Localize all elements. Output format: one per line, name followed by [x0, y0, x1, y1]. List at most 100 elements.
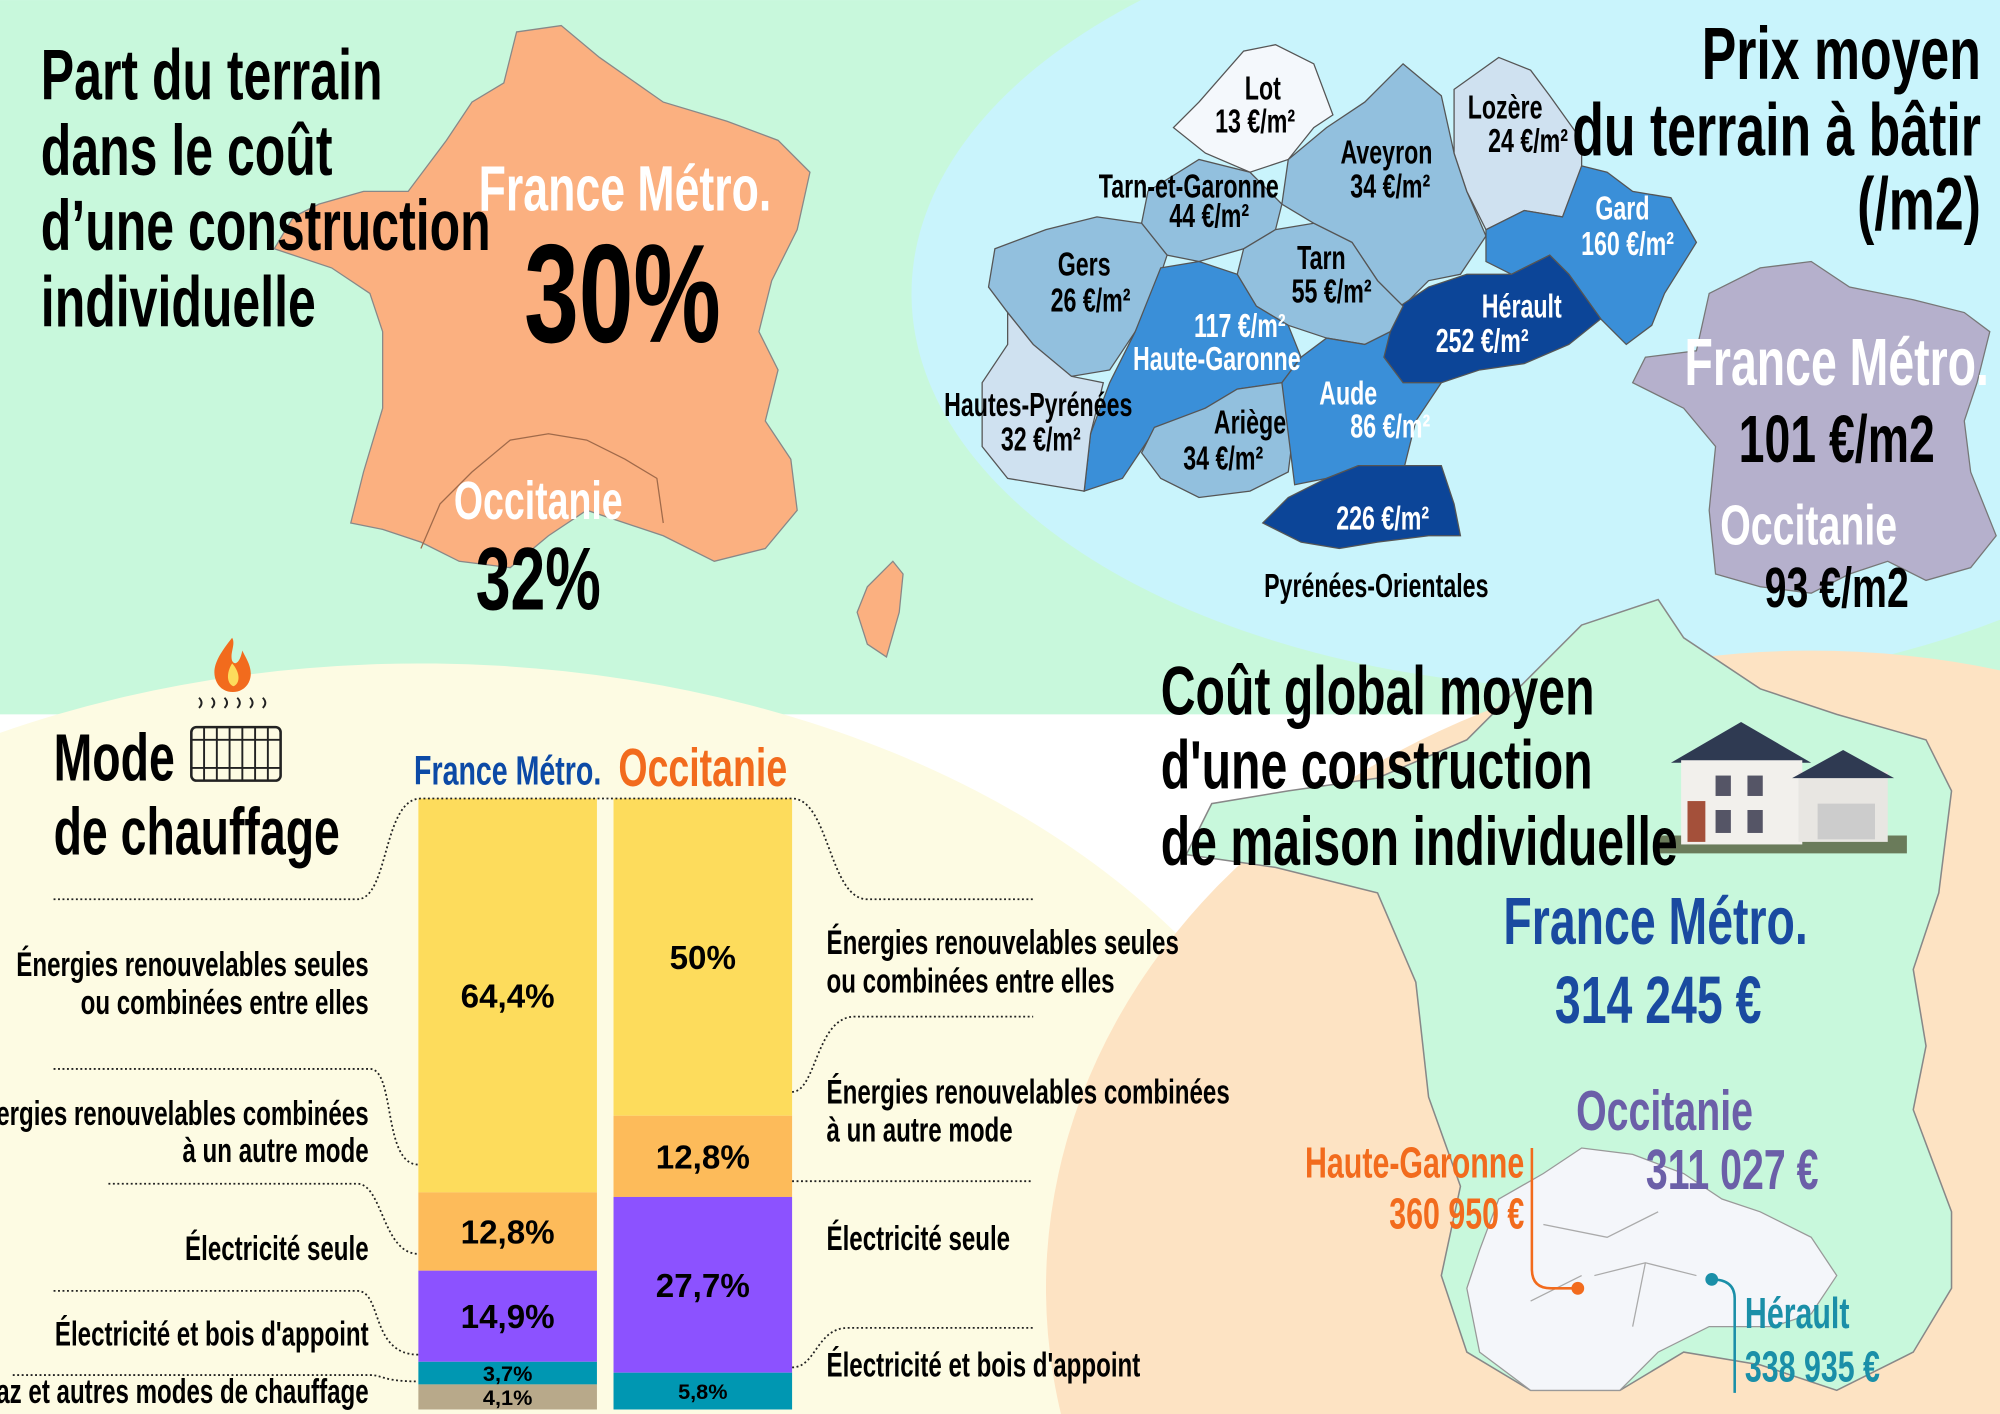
right-legend: Énergies renouvelables seules ou combiné… [827, 923, 1230, 1385]
land-price-france-label: France Métro. [1685, 326, 1989, 400]
bar-segment-1-2 [613, 1196, 793, 1373]
dept-name-lozere: Lozère [1468, 90, 1543, 127]
build-cost-title-3: de maison individuelle [1161, 802, 1678, 880]
legend-left-renewable-only-1: Énergies renouvelables seules [16, 945, 368, 984]
bar-segment-1-0 [613, 798, 793, 1116]
land-share-title-3: d’une construction [41, 186, 491, 266]
house-photo [1658, 721, 1907, 854]
france-map [273, 24, 811, 569]
land-share-france-value: 30% [524, 214, 721, 372]
dept-price-tarn-et-garonne: 44 €/m² [1169, 198, 1249, 235]
dept-price-aude: 86 €/m² [1350, 409, 1430, 446]
build-cost-occitanie-label: Occitanie [1576, 1080, 1753, 1143]
land-price-france-value: 101 €/m2 [1739, 403, 1935, 477]
land-price-occitanie-value: 93 €/m2 [1765, 557, 1909, 620]
dept-name-aude: Aude [1319, 375, 1377, 412]
build-cost-title-1: Coût global moyen [1161, 652, 1595, 730]
legend-right-renewable-only-1: Énergies renouvelables seules [827, 923, 1179, 962]
land-share-title-4: individuelle [41, 263, 316, 343]
land-share-occitanie-value: 32% [476, 530, 601, 630]
bar-value-label: 27,7% [656, 1268, 750, 1305]
corsica-map [856, 560, 904, 658]
bar-value-label: 4,1% [483, 1385, 532, 1410]
bar-value-label: 12,8% [461, 1214, 555, 1251]
occitanie-outline [420, 433, 664, 549]
bar-value-label: 14,9% [461, 1299, 555, 1336]
dept-name-gard: Gard [1595, 190, 1649, 227]
legend-right-renewable-only-2: ou combinées entre elles [827, 962, 1115, 1000]
bar-segment-1-3 [613, 1372, 793, 1410]
dept-name-hautes-pyrenees: Hautes-Pyrénées [944, 387, 1132, 424]
legend-left-gas-other: Gaz et autres modes de chauffage [0, 1373, 369, 1411]
dept-lot [1172, 44, 1334, 173]
legend-right-electricity: Électricité seule [827, 1219, 1011, 1258]
dept-name-lot: Lot [1245, 71, 1281, 108]
dept-name-tarn-et-garonne: Tarn-et-Garonne [1099, 169, 1279, 206]
bar-value-label: 3,7% [483, 1361, 532, 1386]
legend-left-renewable-combined-2: à un autre mode [182, 1132, 368, 1170]
land-price-title-2: du terrain à bâtir [1572, 88, 1981, 171]
category-label-occitanie: Occitanie [618, 737, 787, 797]
bar-segment-0-2 [418, 1270, 597, 1362]
heating-title-2: de chauffage [54, 796, 340, 870]
land-share-section: Part du terrain dans le coût d’une const… [41, 24, 904, 658]
dept-price-gers: 26 €/m² [1051, 282, 1131, 319]
herault-value: 338 935 € [1745, 1342, 1880, 1391]
dept-aude [1281, 330, 1443, 486]
france-map-small [1631, 260, 1997, 594]
dept-name-haute-garonne: Haute-Garonne [1133, 341, 1301, 378]
heating-section: Mode de chauffage France Métro. Occitani… [0, 637, 1230, 1412]
bar-value-label: 64,4% [461, 978, 555, 1015]
dept-name-aveyron: Aveyron [1340, 134, 1432, 171]
land-share-title-1: Part du terrain [41, 36, 383, 116]
dept-pyrenees-orientales [1261, 464, 1462, 550]
land-price-section: Lot 13 €/m² Lozère 24 €/m² Aveyron 34 €/… [944, 12, 1997, 620]
bar-segment-0-1 [418, 1192, 597, 1271]
bar-segment-0-3 [418, 1361, 597, 1385]
dept-price-hautes-pyrenees: 32 €/m² [1001, 421, 1081, 458]
occitanie-map [1466, 1147, 1838, 1391]
dept-price-lot: 13 €/m² [1215, 104, 1295, 141]
haute-garonne-value: 360 950 € [1389, 1189, 1524, 1238]
land-share-occitanie-label: Occitanie [454, 471, 623, 531]
occitanie-department-map [981, 44, 1698, 550]
heating-title-1: Mode [54, 722, 175, 796]
dept-name-tarn: Tarn [1297, 240, 1346, 277]
dept-name-ariege: Ariège [1214, 405, 1286, 442]
occitanie-department-borders [1530, 1211, 1697, 1327]
bar-value-label: 12,8% [656, 1139, 750, 1176]
legend-right-renewable-combined-2: à un autre mode [827, 1112, 1013, 1150]
radiator-flame-icon [190, 637, 282, 782]
legend-left-electricity: Électricité seule [185, 1229, 369, 1268]
legend-left-electricity-wood: Électricité et bois d'appoint [55, 1314, 369, 1353]
build-cost-occitanie-value: 311 027 € [1646, 1139, 1819, 1202]
bar-segment-1-1 [613, 1115, 793, 1197]
dept-price-tarn: 55 €/m² [1292, 273, 1372, 310]
legend-left-renewable-only-2: ou combinées entre elles [81, 984, 369, 1022]
build-cost-france-label: France Métro. [1503, 885, 1807, 959]
dept-name-pyrenees-orientales: Pyrénées-Orientales [1264, 568, 1488, 605]
bar-segment-0-0 [418, 798, 597, 1193]
department-labels: Lot 13 €/m² Lozère 24 €/m² Aveyron 34 €/… [944, 71, 1674, 606]
build-cost-section: Coût global moyen d'une construction de … [1161, 598, 1953, 1393]
dept-name-gers: Gers [1058, 247, 1111, 284]
leader-lines [12, 797, 1034, 1383]
dept-price-pyrenees-orientales: 226 €/m² [1336, 500, 1429, 537]
dept-price-aveyron: 34 €/m² [1350, 169, 1430, 206]
left-legend: Énergies renouvelables seules ou combiné… [0, 945, 369, 1412]
dept-price-haute-garonne: 117 €/m² [1194, 308, 1286, 345]
dept-hautes-pyrenees [981, 310, 1105, 492]
legend-right-renewable-combined-1: Énergies renouvelables combinées [827, 1072, 1230, 1111]
haute-garonne-label: Haute-Garonne [1305, 1138, 1524, 1187]
land-price-title-1: Prix moyen [1702, 12, 1981, 95]
bar-value-label: 50% [670, 940, 736, 977]
legend-left-renewable-combined-1: Énergies renouvelables combinées [0, 1094, 369, 1133]
dept-price-ariege: 34 €/m² [1183, 440, 1263, 477]
dept-ariege [1140, 381, 1296, 499]
land-share-france-label: France Métro. [479, 153, 772, 225]
bar-value-label: 5,8% [678, 1379, 727, 1404]
land-share-title-2: dans le coût [41, 111, 333, 191]
dept-name-herault: Hérault [1482, 289, 1562, 326]
category-label-france: France Métro. [414, 749, 601, 794]
